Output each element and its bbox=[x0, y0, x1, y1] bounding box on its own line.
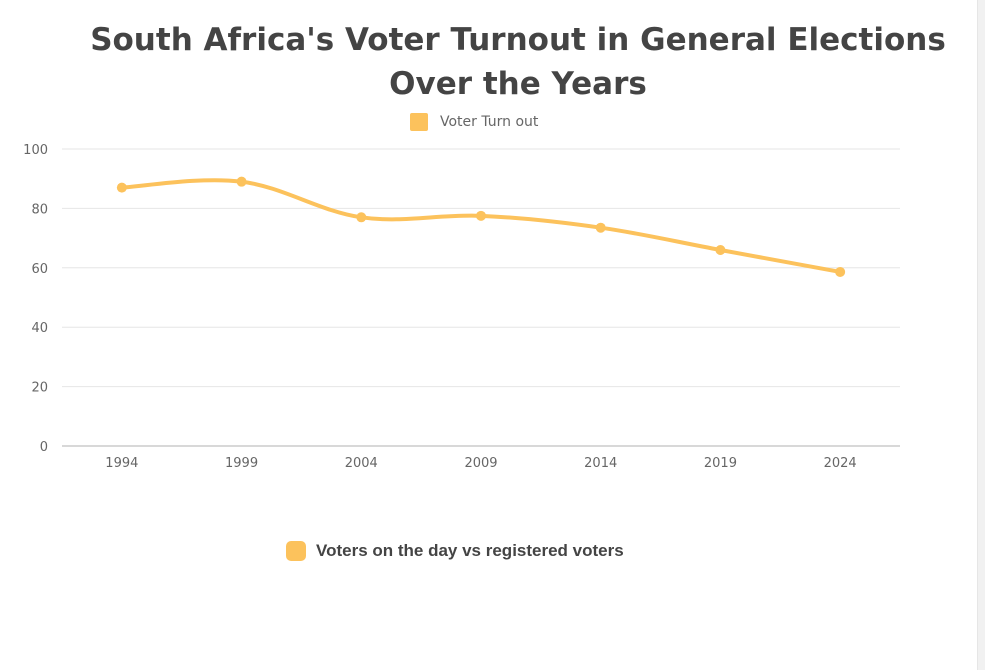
data-point[interactable] bbox=[595, 222, 606, 233]
y-tick-label: 0 bbox=[40, 440, 48, 455]
data-point[interactable] bbox=[715, 244, 726, 255]
scrollbar[interactable] bbox=[977, 0, 985, 670]
series-line-group bbox=[119, 178, 843, 274]
chart-title: South Africa's Voter Turnout in General … bbox=[90, 22, 946, 102]
series-line bbox=[119, 178, 843, 274]
x-tick-label: 2014 bbox=[584, 456, 617, 471]
x-tick-labels: 1994 1999 2004 2009 2014 2019 2024 bbox=[105, 456, 856, 471]
x-tick-label: 1994 bbox=[105, 456, 138, 471]
data-point[interactable] bbox=[356, 212, 367, 223]
y-tick-label: 100 bbox=[23, 143, 48, 158]
legend-top-label: Voter Turn out bbox=[440, 114, 539, 130]
legend-bottom[interactable]: Voters on the day vs registered voters bbox=[286, 540, 624, 562]
x-tick-label: 2024 bbox=[824, 456, 857, 471]
legend-swatch-icon bbox=[286, 541, 306, 561]
data-point[interactable] bbox=[835, 266, 846, 277]
y-tick-labels: 0 20 40 60 80 100 bbox=[23, 143, 48, 455]
data-point[interactable] bbox=[476, 210, 486, 221]
series-points bbox=[116, 176, 846, 277]
grid-lines bbox=[62, 148, 900, 388]
x-tick-label: 2019 bbox=[704, 456, 737, 471]
y-tick-label: 60 bbox=[31, 262, 48, 277]
y-tick-label: 40 bbox=[31, 321, 48, 336]
legend-top[interactable]: Voter Turn out bbox=[410, 112, 538, 132]
x-tick-label: 1999 bbox=[225, 456, 258, 471]
data-point[interactable] bbox=[236, 176, 247, 187]
x-tick-label: 2009 bbox=[464, 456, 497, 471]
y-tick-label: 20 bbox=[31, 381, 48, 396]
x-tick-label: 2004 bbox=[345, 456, 378, 471]
data-point[interactable] bbox=[116, 182, 127, 193]
legend-bottom-label: Voters on the day vs registered voters bbox=[316, 541, 624, 560]
y-tick-label: 80 bbox=[31, 202, 48, 217]
legend-swatch-icon bbox=[410, 113, 428, 131]
